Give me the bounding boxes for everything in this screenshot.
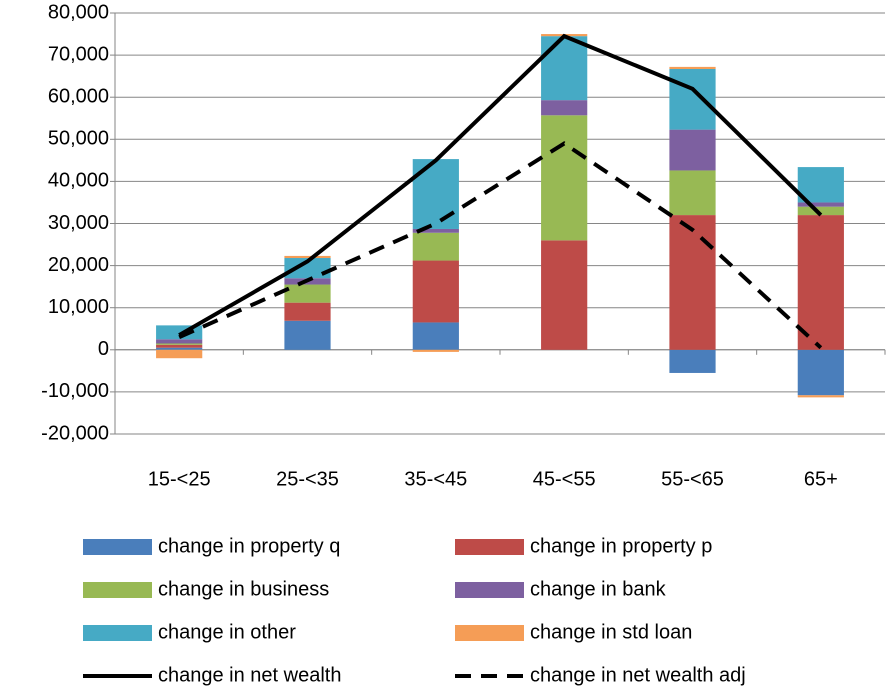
bar-segment (541, 240, 588, 350)
legend-label: change in other (158, 621, 296, 643)
y-tick-label: 10,000 (48, 296, 109, 318)
bar-segment (797, 395, 844, 398)
x-tick-label: 15-<25 (148, 468, 211, 490)
legend-swatch (455, 582, 524, 598)
bar-segment (156, 349, 203, 359)
legend-swatch (455, 625, 524, 641)
y-tick-label: 40,000 (48, 170, 109, 192)
bar-segment (284, 302, 331, 321)
line (178, 141, 823, 350)
line (178, 33, 823, 337)
bar-segment (541, 100, 588, 116)
x-tick-label: 65+ (804, 468, 838, 490)
legend-label: change in net wealth (158, 664, 341, 686)
bar-segment (669, 66, 716, 69)
y-tick-label: 60,000 (48, 85, 109, 107)
bar-segment (412, 260, 459, 323)
legend-label: change in net wealth adj (530, 664, 746, 686)
bar-segment (284, 255, 331, 259)
y-tick-label: -10,000 (41, 380, 109, 402)
legend-label: change in bank (530, 578, 667, 600)
bar-segment (412, 349, 459, 352)
y-tick-label: 30,000 (48, 212, 109, 234)
x-tick-label: 25-<35 (276, 468, 339, 490)
legend-label: change in property p (530, 535, 712, 557)
bar-segment (412, 232, 459, 261)
bar-segment (797, 349, 844, 396)
bar-segment (284, 284, 331, 303)
legend-swatch (455, 539, 524, 555)
y-tick-label: 80,000 (48, 1, 109, 23)
bar-segment (669, 349, 716, 373)
x-tick-label: 45-<55 (533, 468, 596, 490)
legend-label: change in business (158, 578, 329, 600)
bar-segment (412, 322, 459, 350)
bar-segment (669, 215, 716, 350)
x-tick-label: 55-<65 (661, 468, 724, 490)
y-tick-label: 50,000 (48, 128, 109, 150)
bar-segment (669, 129, 716, 171)
bar-segment (284, 320, 331, 350)
legend-label: change in property q (158, 535, 340, 557)
bar-segment (797, 206, 844, 216)
bar-segment (412, 159, 459, 229)
bar-segment (669, 68, 716, 130)
bar-segment (797, 215, 844, 350)
bar-segment (669, 170, 716, 216)
y-tick-label: 0 (98, 338, 109, 360)
bar-segment (797, 167, 844, 203)
bar-segment (541, 115, 588, 241)
bar-segment (156, 339, 203, 344)
bar-segment (284, 258, 331, 279)
x-tick-label: 35-<45 (404, 468, 467, 490)
legend-swatch (83, 539, 152, 555)
bar-segment (797, 202, 844, 207)
y-tick-label: 20,000 (48, 254, 109, 276)
bar-segment (412, 228, 459, 233)
legend-label: change in std loan (530, 621, 692, 643)
bar-segment (541, 36, 588, 101)
legend-swatch (83, 582, 152, 598)
y-tick-label: -20,000 (41, 422, 109, 444)
y-tick-label: 70,000 (48, 43, 109, 65)
bar-segment (156, 344, 203, 348)
legend-swatch (83, 625, 152, 641)
bar-segment (156, 347, 203, 350)
bar-segment (156, 343, 203, 345)
